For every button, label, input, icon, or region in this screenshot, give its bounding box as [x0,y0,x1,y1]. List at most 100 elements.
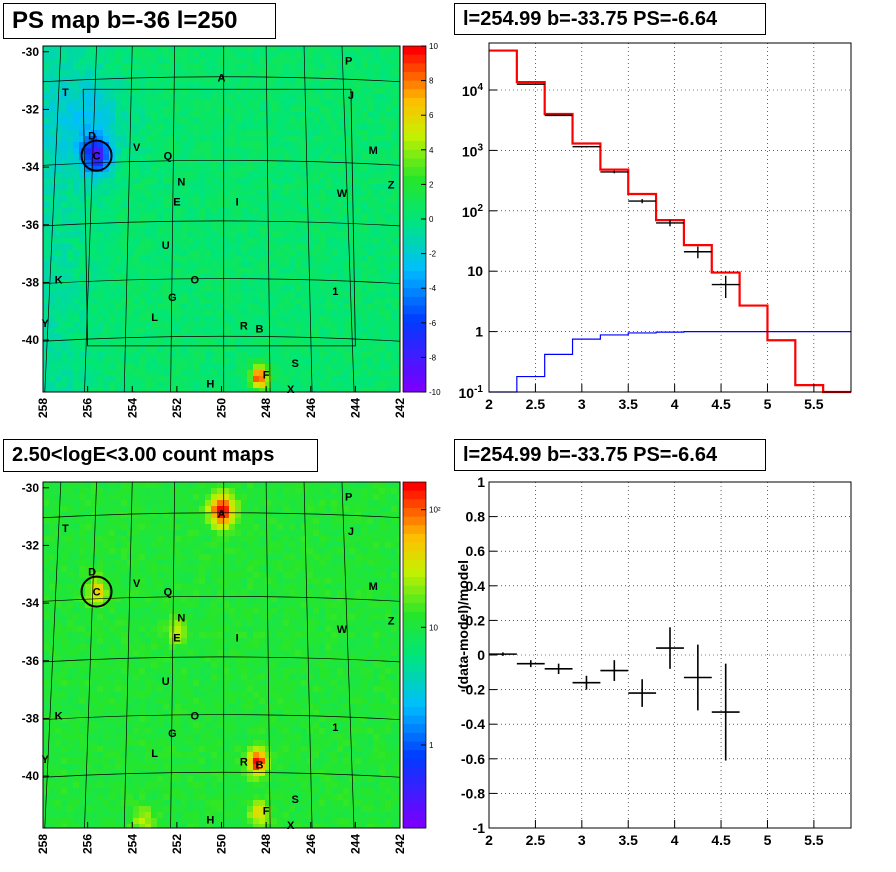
map-pixel [247,136,253,142]
map-pixel [151,346,157,352]
map-pixel [115,752,121,758]
map-pixel [49,382,55,388]
map-pixel [325,166,331,172]
map-pixel [43,668,49,674]
map-pixel [67,334,73,340]
map-pixel [91,716,97,722]
map-pixel [253,166,259,172]
map-pixel [181,358,187,364]
map-pixel [205,322,211,328]
map-pixel [151,364,157,370]
map-pixel [271,184,277,190]
map-pixel [373,286,379,292]
map-pixel [73,190,79,196]
map-pixel [217,286,223,292]
map-pixel [109,64,115,70]
map-pixel [103,88,109,94]
map-pixel [73,262,79,268]
map-pixel [235,358,241,364]
map-pixel [73,578,79,584]
map-pixel [157,346,163,352]
map-pixel [193,94,199,100]
map-pixel [217,232,223,238]
map-pixel [79,238,85,244]
map-pixel [163,608,169,614]
map-pixel [121,214,127,220]
map-pixel [85,208,91,214]
map-pixel [229,370,235,376]
map-pixel [283,46,289,52]
map-pixel [223,184,229,190]
map-pixel [139,238,145,244]
map-pixel [199,268,205,274]
map-pixel [55,644,61,650]
map-pixel [139,364,145,370]
map-pixel [187,112,193,118]
map-pixel [103,208,109,214]
map-pixel [343,100,349,106]
map-pixel [91,500,97,506]
colorbar-band [403,184,426,194]
map-pixel [235,232,241,238]
map-pixel [43,82,49,88]
map-pixel [283,262,289,268]
map-pixel [133,554,139,560]
map-pixel [85,148,91,154]
map-pixel [373,304,379,310]
map-pixel [175,130,181,136]
map-pixel [241,268,247,274]
map-pixel [289,328,295,334]
map-pixel [301,310,307,316]
map-pixel [121,656,127,662]
map-pixel [325,148,331,154]
map-pixel [73,824,79,828]
map-pixel [295,292,301,298]
map-pixel [79,506,85,512]
map-pixel [271,334,277,340]
map-pixel [145,58,151,64]
map-pixel [91,644,97,650]
map-pixel [115,100,121,106]
map-pixel [379,196,385,202]
map-pixel [163,596,169,602]
map-pixel [259,142,265,148]
map-pixel [139,358,145,364]
map-pixel [247,232,253,238]
map-pixel [133,226,139,232]
map-pixel [187,82,193,88]
map-pixel [157,298,163,304]
map-pixel [367,274,373,280]
map-pixel [145,530,151,536]
map-pixel [373,292,379,298]
map-pixel [103,106,109,112]
map-pixel [331,52,337,58]
map-pixel [193,220,199,226]
map-pixel [259,214,265,220]
map-pixel [259,370,265,376]
map-pixel [319,118,325,124]
map-pixel [331,328,337,334]
map-pixel [145,800,151,806]
map-pixel [169,542,175,548]
map-pixel [337,172,343,178]
map-pixel [115,82,121,88]
map-pixel [313,316,319,322]
map-pixel [55,698,61,704]
map-pixel [97,572,103,578]
map-pixel [103,334,109,340]
map-pixel [163,124,169,130]
source-label: I [236,197,239,209]
map-pixel [127,782,133,788]
map-pixel [49,58,55,64]
map-pixel [49,52,55,58]
map-pixel [43,292,49,298]
map-pixel [79,782,85,788]
map-pixel [319,64,325,70]
map-pixel [283,88,289,94]
map-pixel [337,112,343,118]
map-pixel [133,632,139,638]
map-pixel [85,644,91,650]
map-pixel [73,740,79,746]
map-pixel [373,346,379,352]
map-pixel [97,542,103,548]
